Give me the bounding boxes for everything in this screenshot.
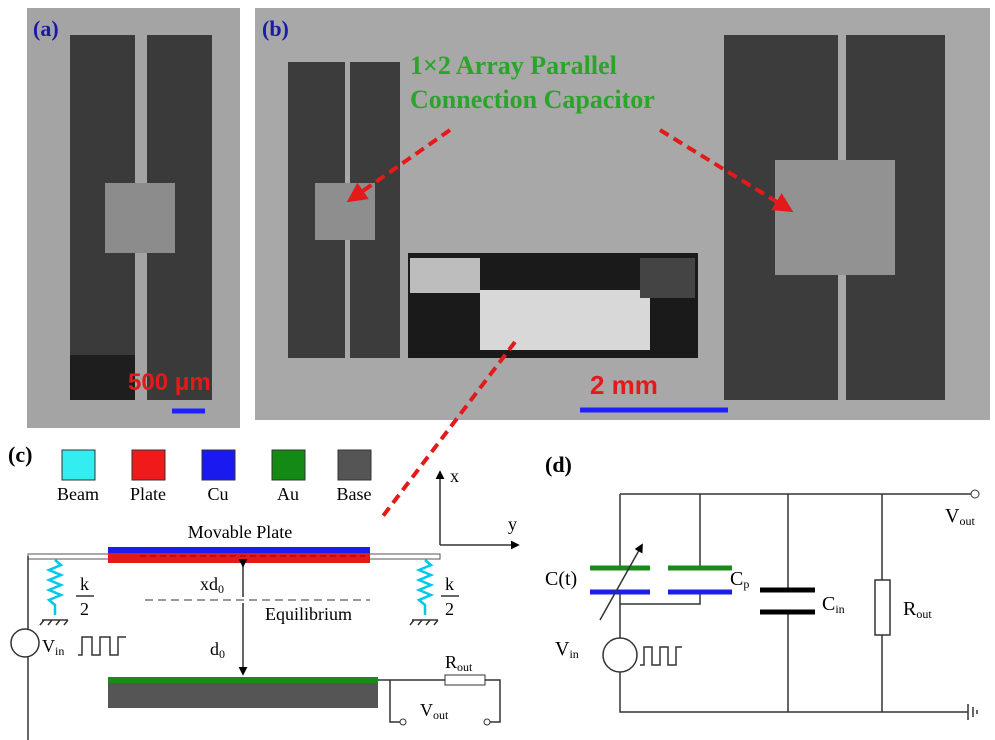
panel-d: (d) C(t) Cp Cin Rout Vin Vout [545, 452, 979, 720]
cin-label: Cin [822, 593, 845, 616]
label-sub: out [457, 660, 473, 674]
legend-swatch [272, 450, 305, 480]
label-sub: out [433, 708, 449, 722]
label-main: V [945, 505, 960, 527]
label-main: d [210, 639, 219, 659]
spring-k: k [80, 574, 89, 594]
resistor [445, 675, 485, 685]
label-sub: out [916, 607, 932, 621]
label-main: R [445, 652, 457, 672]
panel-b: 1×2 Array Parallel Connection Capacitor … [255, 8, 990, 520]
label-sub: in [569, 647, 578, 661]
panel-label: (c) [8, 442, 32, 467]
axis-label: x [450, 466, 459, 486]
plate [315, 183, 375, 240]
slot-end [70, 355, 135, 400]
square-wave [78, 637, 126, 655]
plate [108, 553, 370, 563]
panel-a: (a) 500 μm [27, 8, 240, 428]
voltage-source [11, 629, 39, 657]
axis-label: y [508, 514, 517, 534]
label-sub: 0 [219, 647, 225, 661]
label-main: C [822, 593, 835, 615]
cu-layer [108, 547, 370, 553]
equilibrium-label: Equilibrium [265, 604, 352, 624]
base [108, 683, 378, 708]
ground [968, 704, 977, 720]
rout-label: Rout [445, 652, 473, 674]
square-wave [640, 647, 682, 665]
breadboard [480, 290, 650, 350]
label-sub: out [959, 514, 975, 528]
scale-label: 2 mm [590, 370, 658, 400]
ground-hatch [40, 620, 438, 625]
figure: (a) 500 μm 1×2 Array Parallel Connection… [0, 0, 995, 740]
ct-label: C(t) [545, 568, 577, 590]
terminal [971, 490, 979, 498]
plate-label: Movable Plate [188, 522, 292, 542]
label-main: R [903, 598, 917, 620]
label-main: xd [200, 574, 218, 594]
legend-label: Plate [130, 484, 166, 504]
terminal [400, 719, 406, 725]
spring-den: 2 [80, 599, 89, 619]
vin-label: Vin [555, 638, 579, 661]
legend-swatch [132, 450, 165, 480]
d0-label: d0 [210, 639, 225, 661]
spring-den: 2 [445, 599, 454, 619]
label-main: V [555, 638, 570, 660]
annotation: 1×2 Array Parallel [410, 51, 617, 80]
vin-label: Vin [42, 636, 64, 658]
vout-label: Vout [945, 505, 975, 528]
resistor [875, 580, 890, 635]
legend-swatch [202, 450, 235, 480]
rout-label: Rout [903, 598, 932, 621]
cp-label: Cp [730, 568, 749, 591]
label-main: V [420, 700, 433, 720]
plate [775, 160, 895, 275]
legend-label: Base [337, 484, 372, 504]
label-sub: in [55, 644, 64, 658]
spring [49, 560, 61, 615]
spring [419, 560, 431, 615]
legend-label: Au [277, 484, 299, 504]
panel-label: (a) [33, 16, 59, 41]
panel-label: (b) [262, 16, 289, 41]
label-sub: p [743, 577, 749, 591]
instrument [410, 258, 480, 293]
label-main: V [42, 636, 55, 656]
plate [105, 183, 175, 253]
terminal [484, 719, 490, 725]
xd0-label: xd0 [200, 574, 224, 596]
wire [620, 494, 971, 712]
voltage-source [603, 638, 637, 672]
legend-swatch [338, 450, 371, 480]
spring-k: k [445, 574, 454, 594]
legend-swatch [62, 450, 95, 480]
annotation: Connection Capacitor [410, 85, 655, 114]
oscilloscope [640, 258, 695, 298]
au-layer [108, 677, 378, 683]
label-sub: in [835, 602, 844, 616]
label-sub: 0 [218, 582, 224, 596]
panel-label: (d) [545, 452, 572, 477]
vout-label: Vout [420, 700, 449, 722]
legend-label: Cu [207, 484, 228, 504]
label-main: C [730, 568, 743, 590]
variable-arrow [600, 545, 642, 620]
legend: Beam Plate Cu Au Base [57, 450, 372, 504]
legend-label: Beam [57, 484, 99, 504]
scale-label: 500 μm [128, 369, 211, 396]
